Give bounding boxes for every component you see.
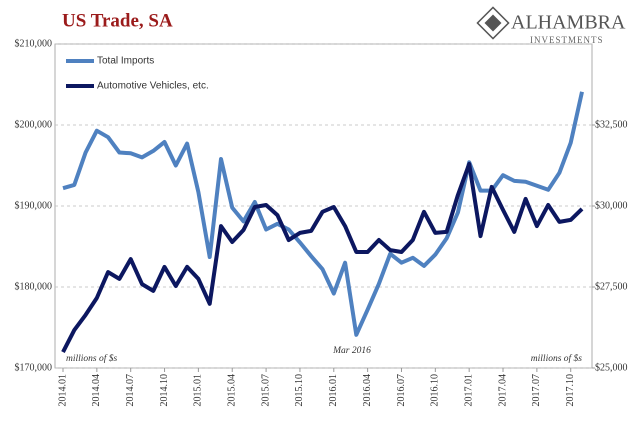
x-tick-label: 2017.01 xyxy=(463,374,474,407)
annotation: millions of $s xyxy=(531,353,583,364)
y-tick-label: $190,000 xyxy=(15,200,53,211)
y-tick-label: $180,000 xyxy=(15,281,53,292)
annotation: millions of $s xyxy=(66,353,118,364)
x-tick-label: 2014.07 xyxy=(125,374,136,407)
annotation: Mar 2016 xyxy=(332,346,371,356)
x-tick-label: 2015.07 xyxy=(260,374,271,407)
x-tick-label: 2014.04 xyxy=(91,374,102,407)
y-tick-label: $210,000 xyxy=(15,38,53,49)
logo: ALHAMBRA INVESTMENTS xyxy=(476,6,626,45)
series-line xyxy=(61,161,584,354)
x-tick-label: 2016.10 xyxy=(430,374,441,407)
x-tick-label: 2016.01 xyxy=(328,374,339,407)
y-tick-label: $200,000 xyxy=(15,119,53,130)
x-tick-label: 2016.07 xyxy=(396,374,407,407)
x-tick-label: 2014.10 xyxy=(159,374,170,407)
x-tick-label: 2015.04 xyxy=(227,374,238,407)
x-tick-label: 2017.07 xyxy=(531,374,542,407)
legend-label: Total Imports xyxy=(97,56,154,67)
x-tick-label: 2016.04 xyxy=(362,374,373,407)
x-tick-label: 2017.04 xyxy=(497,374,508,407)
y2-tick-label: $27,500 xyxy=(595,281,628,292)
series-line xyxy=(62,91,584,337)
y2-tick-label: $30,000 xyxy=(595,200,628,211)
x-tick-label: 2015.10 xyxy=(294,374,305,407)
y2-tick-label: $32,500 xyxy=(595,119,628,130)
x-tick-label: 2017.10 xyxy=(565,374,576,407)
logo-sub: INVESTMENTS xyxy=(530,35,604,45)
logo-icon xyxy=(476,6,510,40)
logo-name: ALHAMBRA xyxy=(511,12,626,34)
y-tick-label: $170,000 xyxy=(15,362,53,373)
x-tick-label: 2015.01 xyxy=(193,374,204,407)
legend-label: Automotive Vehicles, etc. xyxy=(97,81,209,92)
logo-icon xyxy=(484,14,502,32)
x-tick-label: 2014.01 xyxy=(57,374,68,407)
chart-title: US Trade, SA xyxy=(62,10,173,31)
y2-tick-label: $25,000 xyxy=(595,362,628,373)
